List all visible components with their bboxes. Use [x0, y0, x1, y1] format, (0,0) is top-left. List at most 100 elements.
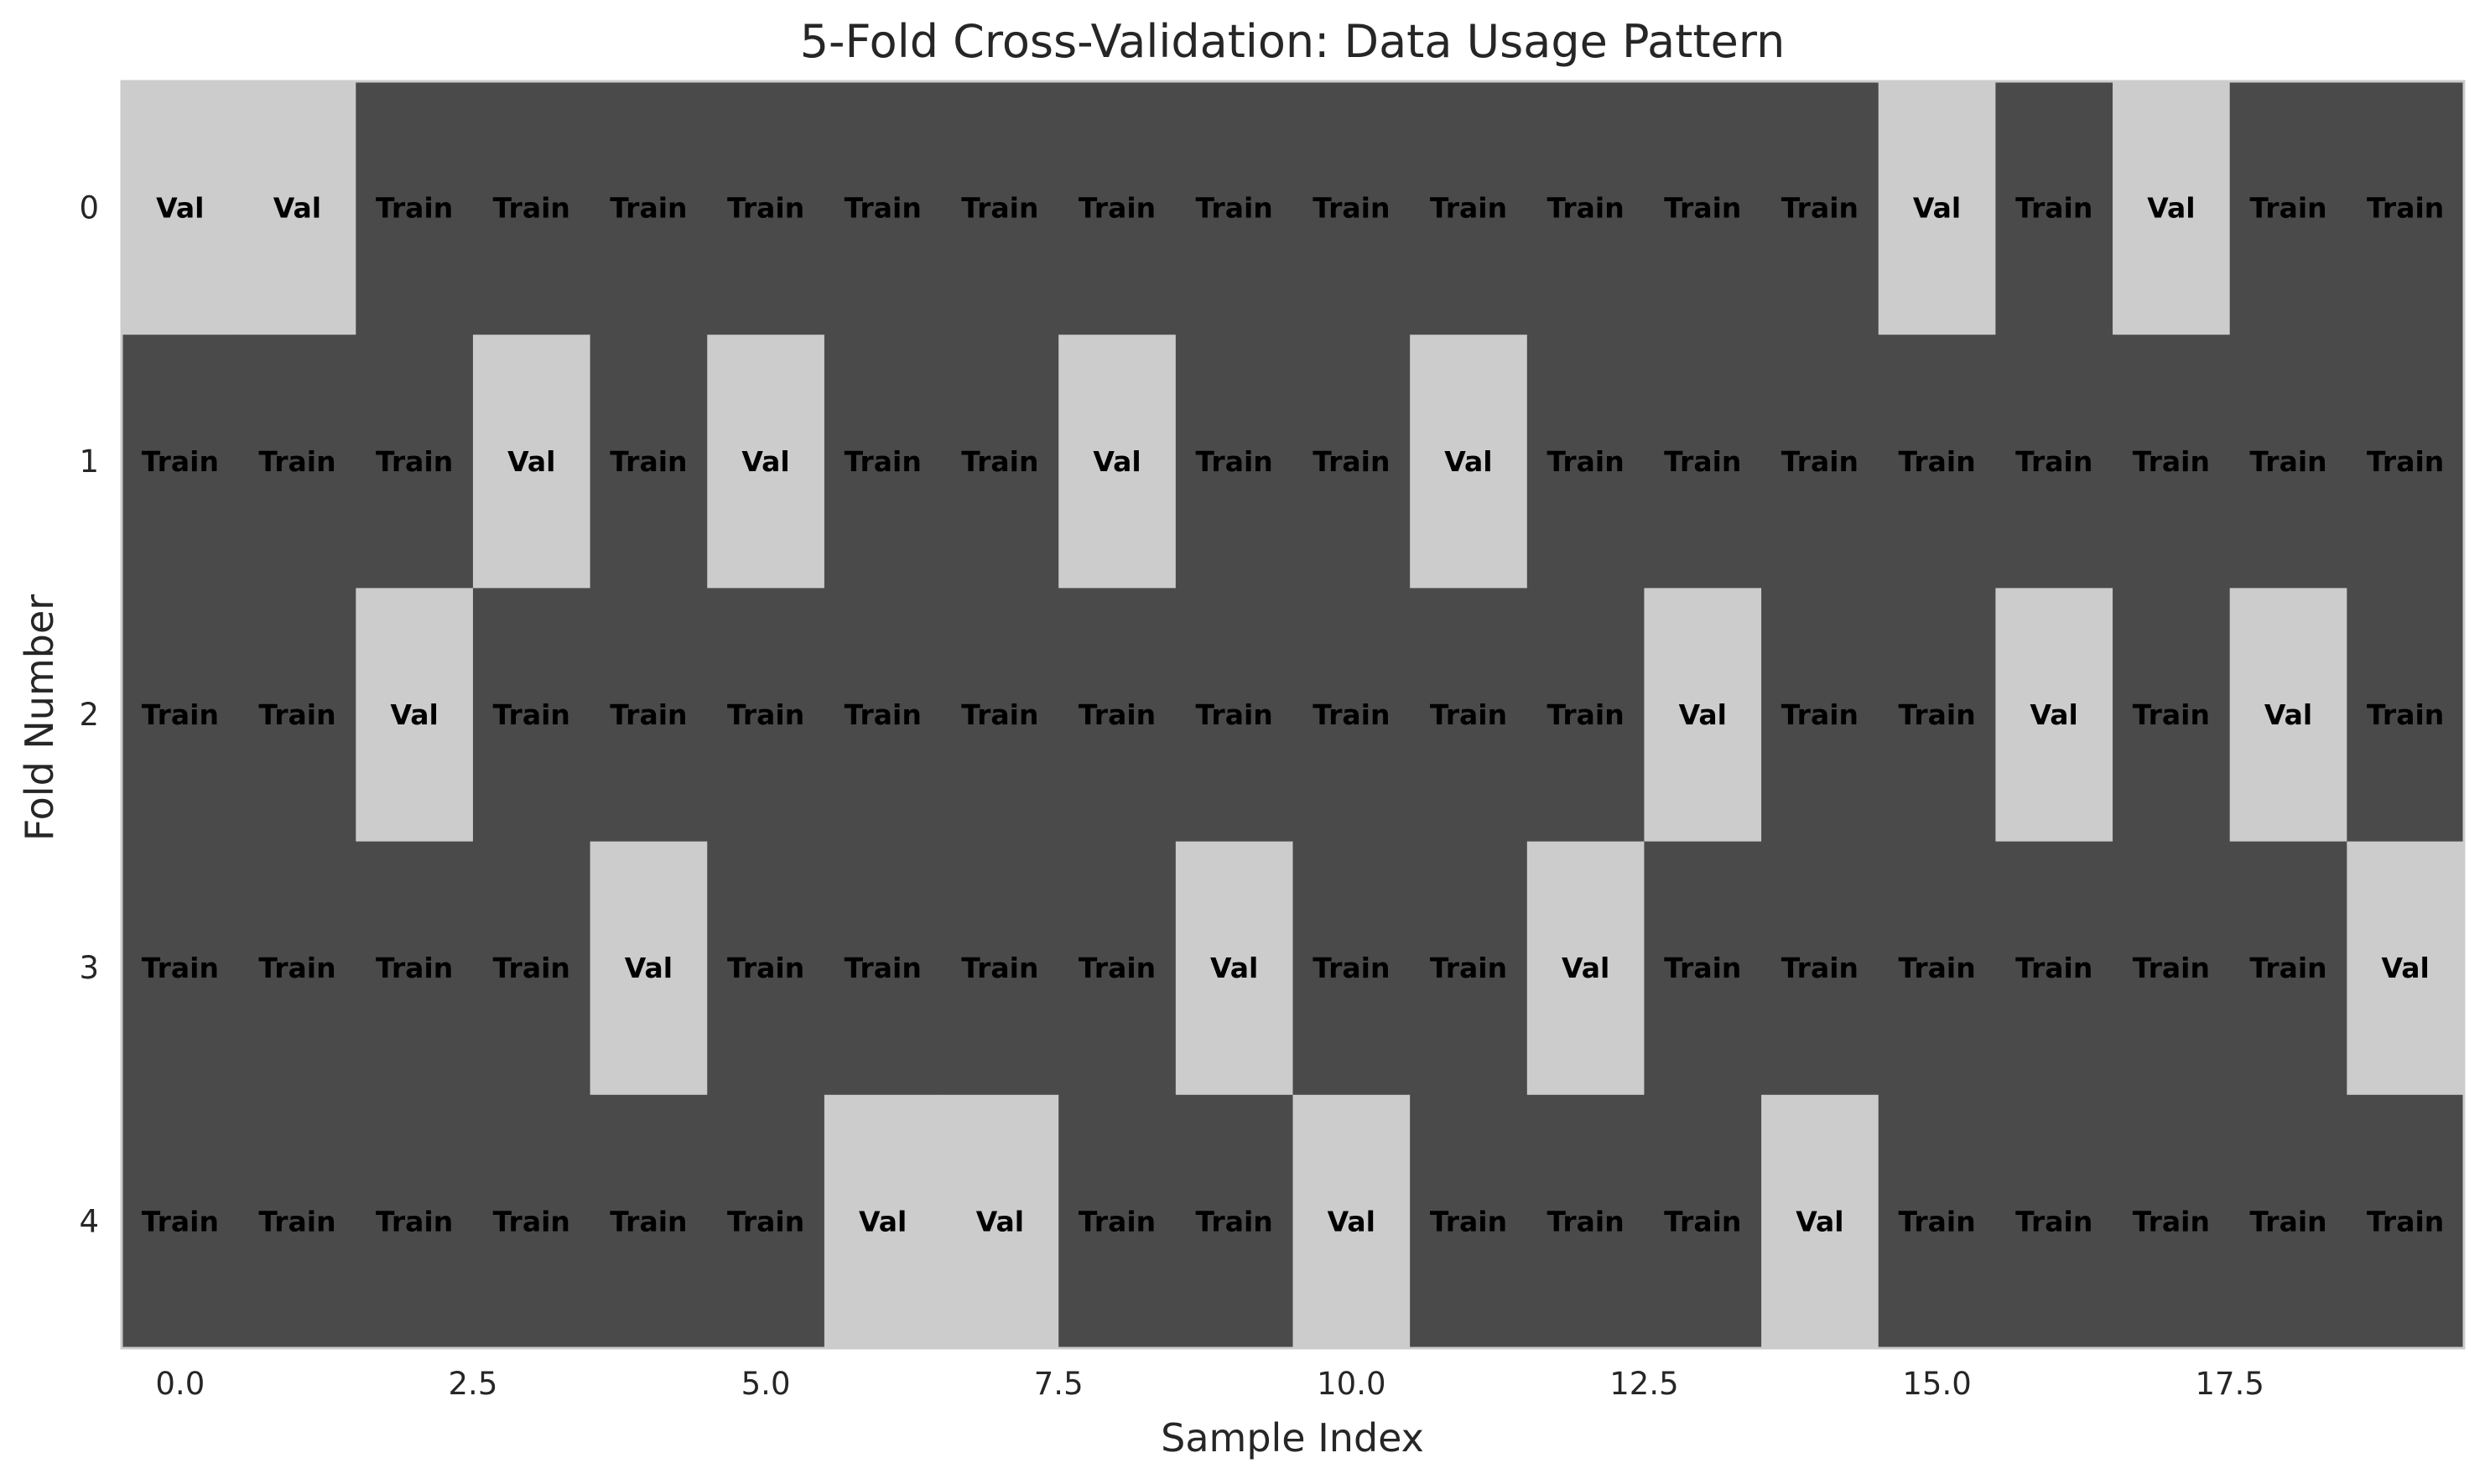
heatmap-cell-label: Train	[1196, 445, 1273, 478]
heatmap-cell	[122, 1094, 240, 1349]
heatmap-cell-label: Train	[1898, 952, 1975, 984]
heatmap-cell	[2113, 81, 2231, 335]
heatmap-cells	[122, 81, 2465, 1349]
heatmap-cell	[1292, 841, 1411, 1096]
heatmap-cell-label: Train	[1664, 192, 1741, 225]
heatmap-cell-label: Train	[258, 445, 335, 478]
heatmap-cell-label: Val	[2030, 698, 2078, 731]
heatmap-cell-label: Train	[1898, 1205, 1975, 1238]
heatmap-cell	[238, 81, 356, 335]
heatmap-cell-label: Val	[1444, 445, 1492, 478]
heatmap-cell-label: Train	[142, 952, 219, 984]
heatmap-cell	[472, 335, 591, 589]
heatmap-cell-label: Train	[961, 698, 1038, 731]
heatmap-cell-label: Train	[258, 1205, 335, 1238]
heatmap-cell	[1058, 841, 1177, 1096]
heatmap-cell-label: Train	[1430, 192, 1507, 225]
heatmap-cell	[590, 1094, 708, 1349]
heatmap-cell-label: Train	[845, 192, 922, 225]
y-tick-label: 3	[79, 950, 99, 986]
heatmap-cell	[1410, 81, 1528, 335]
heatmap-cell	[472, 588, 591, 843]
y-tick-label: 1	[79, 444, 99, 480]
heatmap-cell-label: Train	[258, 698, 335, 731]
heatmap-cell	[707, 841, 825, 1096]
heatmap-cell-label: Val	[390, 698, 438, 731]
heatmap-cell	[1644, 841, 1762, 1096]
heatmap-cell	[707, 588, 825, 843]
heatmap-cell-label: Train	[2015, 192, 2092, 225]
heatmap-cell-label: Train	[376, 445, 453, 478]
heatmap-cell-label: Train	[2133, 952, 2210, 984]
heatmap-cell	[1292, 588, 1411, 843]
heatmap-cell	[356, 1094, 474, 1349]
heatmap-cell	[1761, 335, 1879, 589]
heatmap-cell	[941, 588, 1059, 843]
heatmap-cell	[2229, 841, 2347, 1096]
heatmap-cell-label: Train	[2249, 445, 2326, 478]
heatmap-cell	[238, 588, 356, 843]
x-tick-label: 10.0	[1317, 1366, 1385, 1402]
heatmap-cell-label: Train	[1196, 1205, 1273, 1238]
heatmap-cell-label: Train	[1547, 1205, 1624, 1238]
heatmap-cell-label: Train	[961, 192, 1038, 225]
heatmap-cell-label: Val	[625, 952, 673, 984]
heatmap-cell	[1175, 335, 1294, 589]
heatmap-cell-label: Train	[1430, 1205, 1507, 1238]
heatmap-cell	[1761, 588, 1879, 843]
heatmap-cell	[590, 841, 708, 1096]
heatmap-cell-label: Val	[741, 445, 789, 478]
heatmap-cell	[1175, 841, 1294, 1096]
heatmap-cell	[2113, 588, 2231, 843]
heatmap-cell-label: Val	[273, 192, 321, 225]
heatmap-cell	[1526, 81, 1645, 335]
heatmap-cell	[2229, 335, 2347, 589]
heatmap-cell-label: Val	[2264, 698, 2312, 731]
heatmap-cell-label: Train	[2367, 1205, 2444, 1238]
heatmap-cell-label: Val	[976, 1205, 1024, 1238]
heatmap-cell-label: Train	[2133, 1205, 2210, 1238]
heatmap-cell-label: Train	[1313, 192, 1390, 225]
heatmap-cell	[122, 588, 240, 843]
heatmap-cell-label: Train	[493, 192, 570, 225]
heatmap-cell	[590, 81, 708, 335]
heatmap-cell	[238, 841, 356, 1096]
heatmap-cell	[1058, 588, 1177, 843]
heatmap-cell	[1410, 588, 1528, 843]
heatmap-cell-label: Train	[2133, 445, 2210, 478]
heatmap-cell	[2113, 1094, 2231, 1349]
x-tick-label: 17.5	[2196, 1366, 2264, 1402]
x-axis-label: Sample Index	[1161, 1415, 1424, 1461]
y-tick-label: 2	[79, 697, 99, 733]
heatmap-cell-label: Train	[142, 698, 219, 731]
heatmap-cell	[1526, 841, 1645, 1096]
heatmap-cell	[1175, 1094, 1294, 1349]
heatmap-cell-label: Train	[845, 698, 922, 731]
heatmap-cell-label: Val	[507, 445, 555, 478]
heatmap-cell-label: Train	[610, 1205, 687, 1238]
heatmap-cell-label: Train	[2367, 445, 2444, 478]
heatmap-cell	[1292, 81, 1411, 335]
heatmap-cell-label: Train	[961, 445, 1038, 478]
heatmap-cell-label: Train	[493, 698, 570, 731]
heatmap-cell-label: Train	[1781, 698, 1858, 731]
heatmap-cell	[122, 335, 240, 589]
x-tick-label: 2.5	[449, 1366, 498, 1402]
y-tick-labels: 0 1 2 3 4	[79, 190, 99, 1240]
heatmap-cell-label: Val	[859, 1205, 907, 1238]
heatmap-cell-label: Train	[610, 445, 687, 478]
heatmap-cell	[1526, 1094, 1645, 1349]
heatmap-cell-label: Train	[1664, 1205, 1741, 1238]
heatmap-cell-label: Train	[1547, 192, 1624, 225]
heatmap-cell-label: Val	[1328, 1205, 1375, 1238]
heatmap-cell-label: Val	[1562, 952, 1609, 984]
heatmap-cell-label: Train	[493, 952, 570, 984]
heatmap-cell-label: Train	[1547, 698, 1624, 731]
heatmap-cell	[2347, 335, 2465, 589]
heatmap-cell-label: Train	[1313, 445, 1390, 478]
heatmap-cell	[2347, 1094, 2465, 1349]
heatmap-cell-label: Train	[2133, 698, 2210, 731]
heatmap-cell-labels: Val Val Train Train Train Train Train Train Trai…	[142, 192, 2445, 1238]
heatmap-cell-label: Train	[727, 952, 804, 984]
heatmap-cell	[2229, 588, 2347, 843]
